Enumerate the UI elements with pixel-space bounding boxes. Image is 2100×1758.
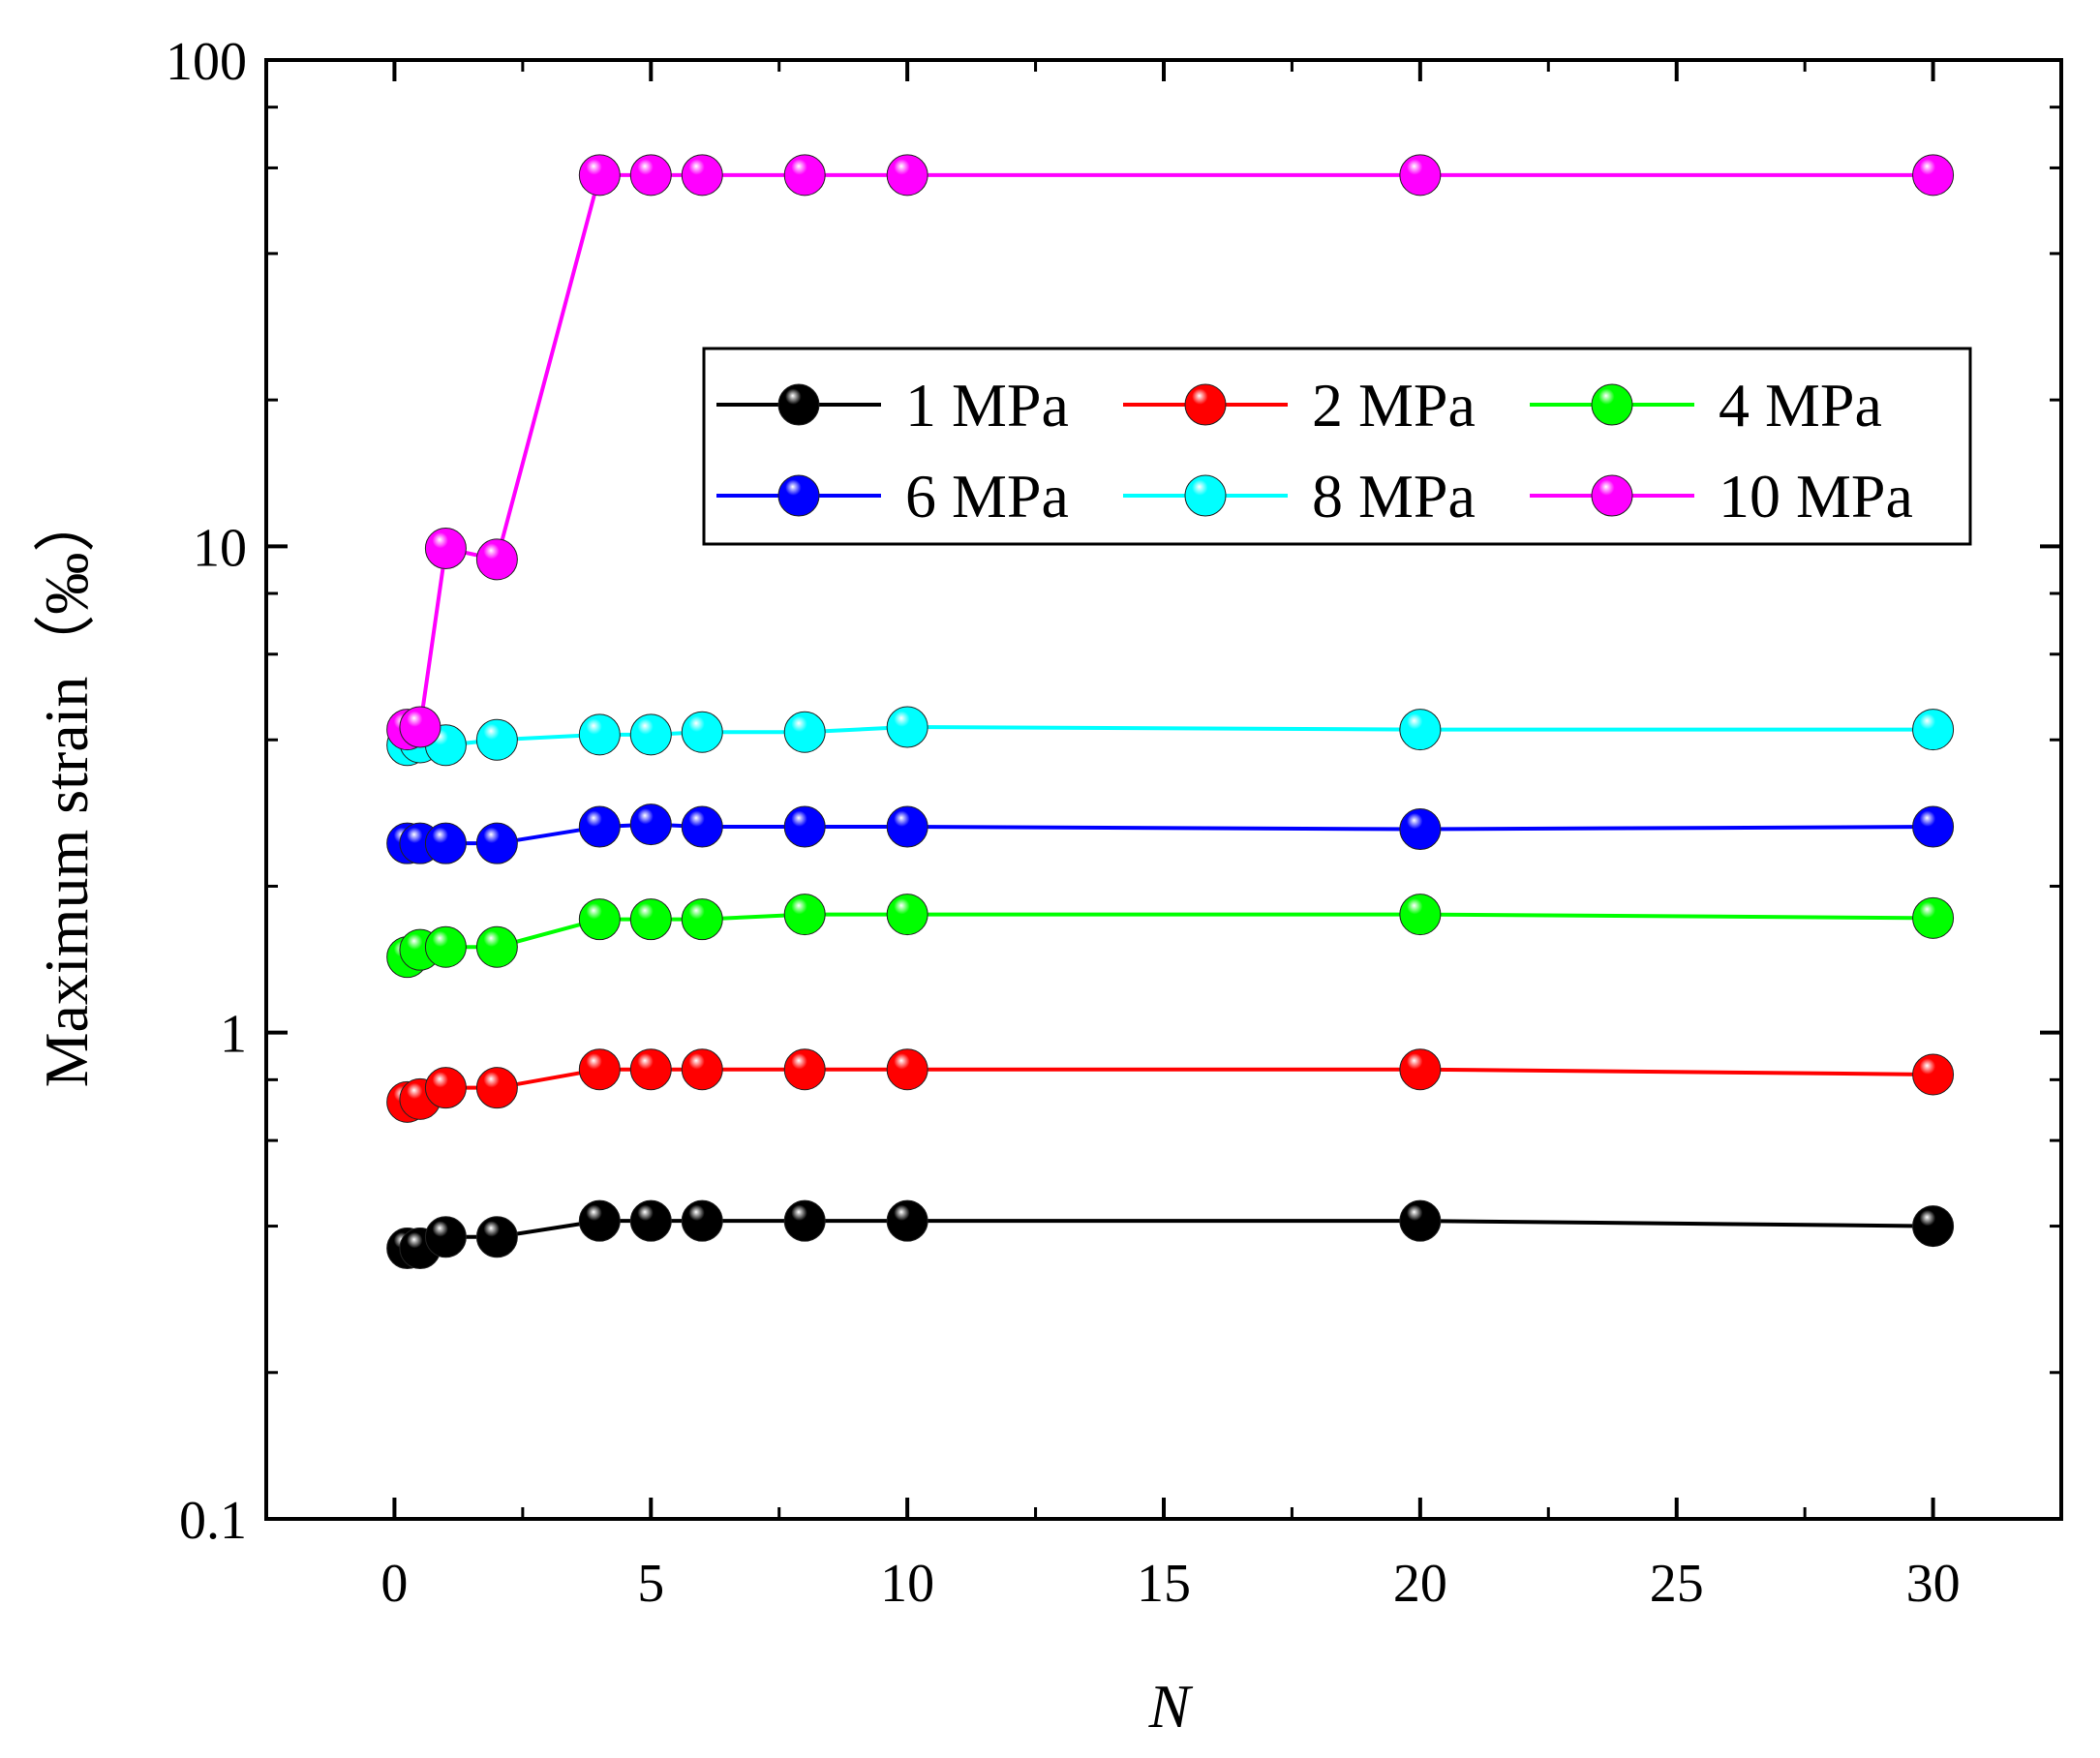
data-point-6-mpa xyxy=(681,805,723,848)
data-point-2-mpa xyxy=(1399,1048,1442,1091)
data-point-10-mpa xyxy=(886,154,928,197)
data-point-1-mpa xyxy=(629,1199,672,1242)
data-point-4-mpa xyxy=(578,898,621,941)
y-axis-title: Maximum strain（‰） xyxy=(32,491,101,1088)
legend: 1 MPa 2 MPa 4 MPa 6 MPa 8 MPa 10 MPa xyxy=(702,347,1972,546)
data-point-8-mpa xyxy=(1912,709,1955,751)
data-point-8-mpa xyxy=(1399,709,1442,751)
legend-label-10-mpa: 10 MPa xyxy=(1719,462,1913,530)
data-point-2-mpa xyxy=(424,1067,467,1109)
data-point-8-mpa xyxy=(578,713,621,756)
plot-frame xyxy=(264,58,2063,1521)
y-tick-label: 0.1 xyxy=(179,1491,247,1551)
legend-marker-8-mpa xyxy=(1184,474,1227,517)
data-point-6-mpa xyxy=(578,805,621,848)
data-point-8-mpa xyxy=(681,711,723,753)
data-point-2-mpa xyxy=(886,1048,928,1091)
data-point-8-mpa xyxy=(475,718,518,761)
data-point-8-mpa xyxy=(629,713,672,756)
data-point-4-mpa xyxy=(886,894,928,936)
data-point-6-mpa xyxy=(424,822,467,864)
legend-marker-6-mpa xyxy=(777,474,820,517)
data-point-4-mpa xyxy=(1399,894,1442,936)
data-point-1-mpa xyxy=(578,1199,621,1242)
legend-label-4-mpa: 4 MPa xyxy=(1719,371,1882,440)
y-tick-label: 100 xyxy=(166,32,247,92)
data-point-1-mpa xyxy=(424,1216,467,1258)
data-point-6-mpa xyxy=(1912,805,1955,848)
data-point-1-mpa xyxy=(783,1199,826,1242)
data-point-4-mpa xyxy=(629,898,672,941)
data-point-1-mpa xyxy=(475,1216,518,1258)
x-tick-label: 5 xyxy=(637,1554,664,1614)
data-point-6-mpa xyxy=(1399,808,1442,851)
data-point-10-mpa xyxy=(424,528,467,570)
data-point-4-mpa xyxy=(681,898,723,941)
data-point-2-mpa xyxy=(783,1048,826,1091)
data-point-2-mpa xyxy=(1912,1053,1955,1096)
x-tick-label: 30 xyxy=(1906,1554,1961,1614)
data-point-10-mpa xyxy=(475,538,518,581)
legend-label-6-mpa: 6 MPa xyxy=(905,462,1069,530)
legend-marker-1-mpa xyxy=(777,383,820,426)
legend-marker-2-mpa xyxy=(1184,383,1227,426)
x-tick-label: 0 xyxy=(380,1554,408,1614)
x-axis-title: N xyxy=(1148,1672,1194,1741)
data-point-1-mpa xyxy=(886,1199,928,1242)
data-point-2-mpa xyxy=(578,1048,621,1091)
data-point-4-mpa xyxy=(475,925,518,968)
legend-label-8-mpa: 8 MPa xyxy=(1312,462,1476,530)
data-point-10-mpa xyxy=(629,154,672,197)
data-point-10-mpa xyxy=(783,154,826,197)
data-point-4-mpa xyxy=(783,894,826,936)
data-point-10-mpa xyxy=(681,154,723,197)
legend-marker-4-mpa xyxy=(1591,383,1633,426)
x-tick-label: 25 xyxy=(1650,1554,1704,1614)
y-tick-label: 1 xyxy=(220,1005,247,1065)
legend-box xyxy=(702,347,1972,546)
data-point-6-mpa xyxy=(629,803,672,846)
data-point-6-mpa xyxy=(886,805,928,848)
x-tick-label: 20 xyxy=(1393,1554,1447,1614)
data-point-2-mpa xyxy=(475,1067,518,1109)
data-point-8-mpa xyxy=(886,706,928,748)
data-point-10-mpa xyxy=(399,706,441,748)
data-point-10-mpa xyxy=(1399,154,1442,197)
data-point-4-mpa xyxy=(1912,896,1955,939)
data-point-4-mpa xyxy=(424,925,467,968)
legend-label-1-mpa: 1 MPa xyxy=(905,371,1069,440)
x-tick-label: 10 xyxy=(880,1554,934,1614)
data-point-1-mpa xyxy=(681,1199,723,1242)
data-point-10-mpa xyxy=(578,154,621,197)
data-point-2-mpa xyxy=(629,1048,672,1091)
data-point-1-mpa xyxy=(1399,1199,1442,1242)
data-point-2-mpa xyxy=(681,1048,723,1091)
x-tick-label: 15 xyxy=(1137,1554,1191,1614)
data-point-6-mpa xyxy=(783,805,826,848)
data-point-10-mpa xyxy=(1912,154,1955,197)
y-tick-label: 10 xyxy=(193,518,247,578)
legend-label-2-mpa: 2 MPa xyxy=(1312,371,1476,440)
data-point-1-mpa xyxy=(1912,1205,1955,1248)
data-point-8-mpa xyxy=(783,711,826,753)
legend-marker-10-mpa xyxy=(1591,474,1633,517)
data-point-6-mpa xyxy=(475,822,518,864)
